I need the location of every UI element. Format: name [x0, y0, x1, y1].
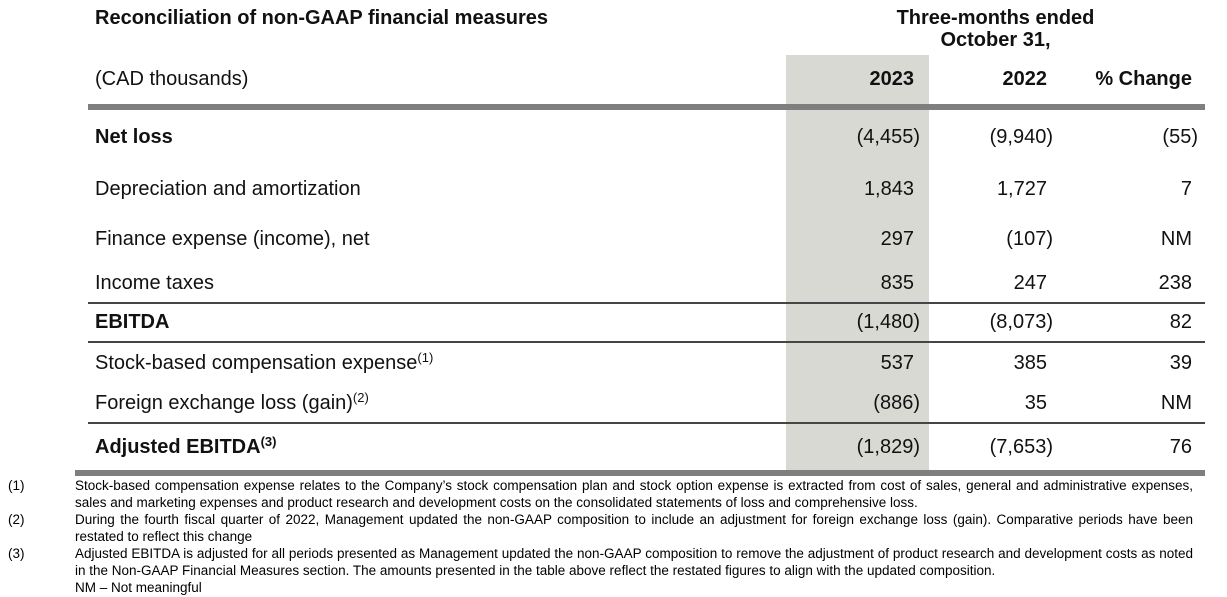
- value-change: 238: [1158, 271, 1192, 294]
- table-row-net-loss: Net loss (4,455) (9,940) (55): [88, 110, 1205, 164]
- value-change: 7: [1180, 177, 1192, 200]
- value-2022: (9,940): [989, 125, 1053, 148]
- value-change: NM: [1160, 391, 1192, 414]
- footnote-2: (2) During the fourth fiscal quarter of …: [8, 511, 1193, 545]
- footnote-ref-3: (3): [260, 433, 277, 449]
- table-row-foreign-exchange: Foreign exchange loss (gain)(2) (886) 35…: [88, 384, 1205, 422]
- value-2022: 385: [1013, 352, 1047, 374]
- highlighted-2023-column-band: [786, 55, 929, 470]
- nm-note: NM – Not meaningful: [75, 580, 202, 595]
- footnotes-section: (1) Stock-based compensation expense rel…: [8, 477, 1193, 596]
- table-row-depreciation: Depreciation and amortization 1,843 1,72…: [88, 164, 1205, 214]
- row-label: Stock-based compensation expense(1): [95, 350, 434, 374]
- row-label: Depreciation and amortization: [95, 177, 361, 200]
- column-header-2022: 2022: [1002, 68, 1048, 90]
- subtotal-rule: [88, 422, 1205, 424]
- row-label: Adjusted EBITDA(3): [95, 433, 277, 458]
- footnote-text: During the fourth fiscal quarter of 2022…: [75, 512, 1193, 544]
- column-header-2023: 2023: [869, 68, 915, 90]
- row-label: Foreign exchange loss (gain)(2): [95, 389, 369, 414]
- value-2022: 35: [1024, 391, 1047, 414]
- row-label: EBITDA: [95, 311, 170, 333]
- value-change: (55): [1162, 125, 1198, 148]
- column-header-pct-change: % Change: [1095, 68, 1192, 90]
- footnote-text: Adjusted EBITDA is adjusted for all peri…: [75, 546, 1193, 578]
- value-2023: (886): [873, 391, 920, 414]
- table-bottom-rule: [75, 470, 1205, 476]
- table-row-stock-based-compensation: Stock-based compensation expense(1) 537 …: [88, 343, 1205, 384]
- value-2023: 297: [880, 227, 914, 250]
- value-2023: (1,829): [856, 435, 920, 458]
- period-header: Three-months ended October 31,: [786, 7, 1205, 51]
- table-row-adjusted-ebitda: Adjusted EBITDA(3) (1,829) (7,653) 76: [88, 424, 1205, 470]
- value-2023: 537: [880, 352, 914, 374]
- footnote-marker: (2): [8, 512, 25, 527]
- period-header-line1: Three-months ended: [896, 7, 1095, 29]
- subtotal-rule: [88, 341, 1205, 343]
- footnote-1: (1) Stock-based compensation expense rel…: [8, 477, 1193, 511]
- page-title: Reconciliation of non-GAAP financial mea…: [95, 7, 549, 29]
- header-rule: [88, 104, 1205, 110]
- table-row-finance-expense: Finance expense (income), net 297 (107) …: [88, 214, 1205, 264]
- table-column-header-row: (CAD thousands) 2023 2022 % Change: [88, 55, 1205, 104]
- footnote-marker: (3): [8, 546, 25, 561]
- value-2022: (107): [1006, 227, 1053, 250]
- subtotal-rule: [88, 302, 1205, 304]
- row-label: Net loss: [95, 125, 173, 148]
- value-change: NM: [1160, 227, 1192, 250]
- table-row-ebitda: EBITDA (1,480) (8,073) 82: [88, 304, 1205, 341]
- value-2023: (1,480): [856, 311, 920, 333]
- value-change: 76: [1169, 435, 1192, 458]
- footnote-text-group: Adjusted EBITDA is adjusted for all peri…: [75, 545, 1193, 596]
- footnote-ref-1: (1): [417, 350, 434, 365]
- footnote-text: Stock-based compensation expense relates…: [75, 478, 1193, 510]
- period-header-line2: October 31,: [940, 29, 1051, 51]
- row-label: Finance expense (income), net: [95, 227, 370, 250]
- footnote-3: (3) Adjusted EBITDA is adjusted for all …: [8, 545, 1193, 596]
- reconciliation-table: Net loss (4,455) (9,940) (55) Depreciati…: [75, 104, 1205, 476]
- value-2023: (4,455): [856, 125, 920, 148]
- footnote-marker: (1): [8, 478, 25, 493]
- value-2022: (8,073): [989, 311, 1053, 333]
- value-2022: 1,727: [996, 177, 1047, 200]
- value-2022: (7,653): [989, 435, 1053, 458]
- footnote-ref-2: (2): [352, 389, 369, 405]
- value-2023: 1,843: [863, 177, 914, 200]
- units-label: (CAD thousands): [95, 68, 249, 90]
- value-2022: 247: [1013, 271, 1047, 294]
- row-label: Income taxes: [95, 271, 214, 294]
- value-change: 82: [1169, 311, 1192, 333]
- value-2023: 835: [880, 271, 914, 294]
- value-change: 39: [1169, 352, 1192, 374]
- table-row-income-taxes: Income taxes 835 247 238: [88, 264, 1205, 302]
